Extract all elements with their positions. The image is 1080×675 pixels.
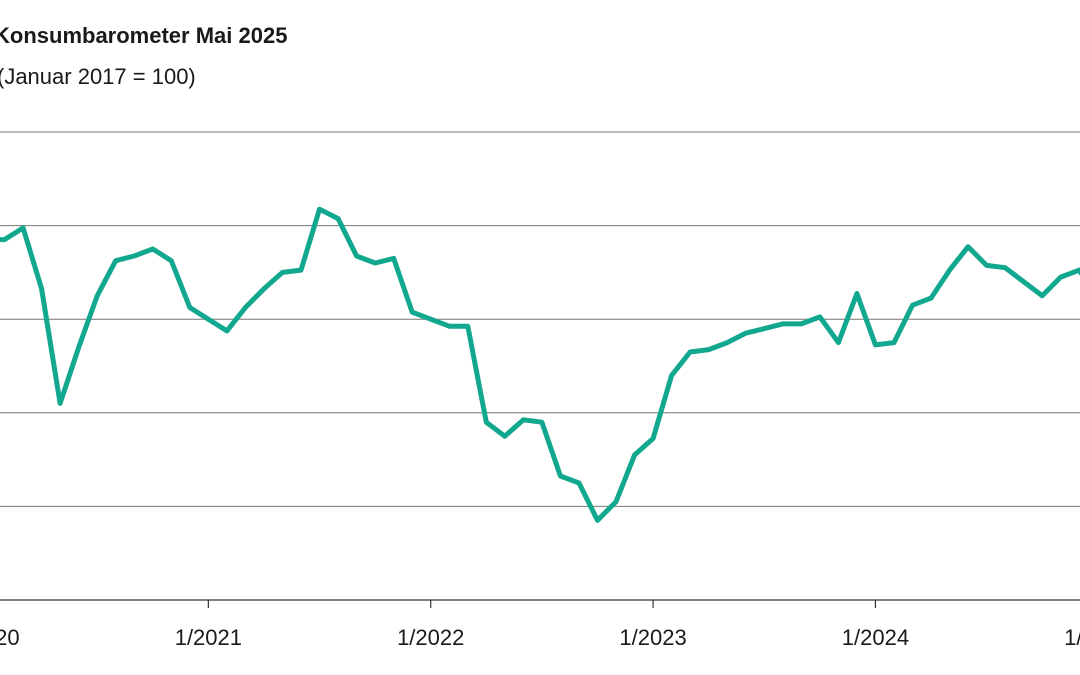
x-tick-label: 1/2020 <box>0 625 20 650</box>
x-tick-label: 1/2024 <box>842 625 909 650</box>
chart-subtitle: (Januar 2017 = 100) <box>0 64 196 89</box>
x-tick-label: 1/2023 <box>619 625 686 650</box>
chart-title: Konsumbarometer Mai 2025 <box>0 23 287 48</box>
x-tick-label: 1/2021 <box>175 625 242 650</box>
data-line <box>0 206 1080 523</box>
x-tick-label: 1/2025 <box>1064 625 1080 650</box>
x-tick-label: 1/2022 <box>397 625 464 650</box>
